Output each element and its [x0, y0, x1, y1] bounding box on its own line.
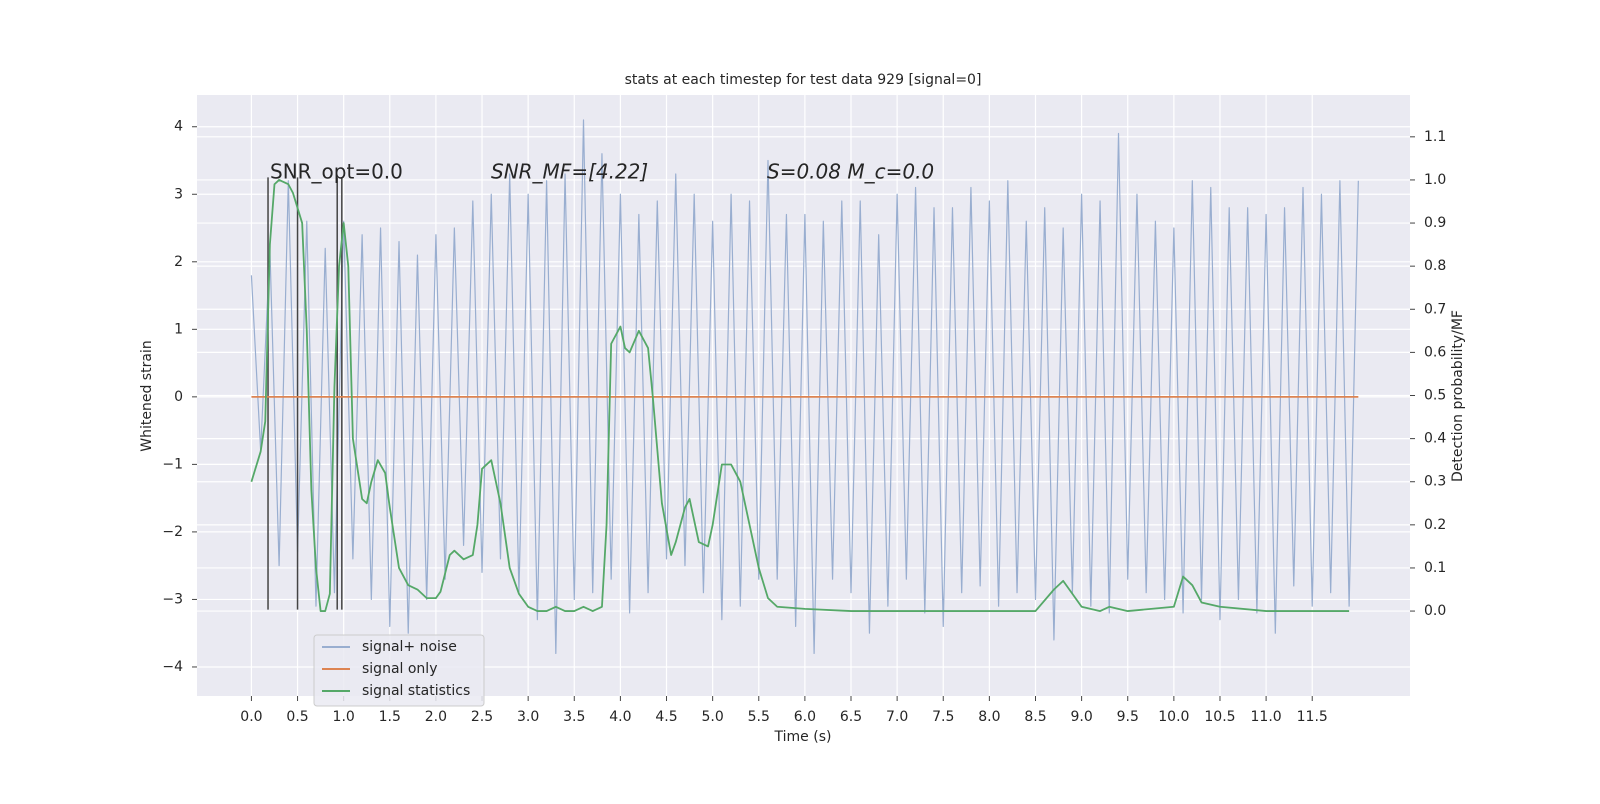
y-tick-label: 1: [174, 321, 183, 337]
y2-tick-label: 0.8: [1424, 258, 1446, 274]
y-tick-label: −4: [162, 659, 183, 675]
x-tick-label: 5.5: [748, 709, 770, 725]
x-tick-label: 3.5: [563, 709, 585, 725]
y-axis-label: Whitened strain: [139, 340, 155, 451]
x-tick-label: 10.5: [1204, 709, 1235, 725]
y2-tick-label: 0.6: [1424, 344, 1446, 360]
x-axis-label: Time (s): [774, 729, 832, 745]
annotation: S=0.08 M_c=0.0: [767, 160, 934, 184]
y2-tick-label: 1.0: [1424, 172, 1446, 188]
x-tick-label: 0.0: [240, 709, 262, 725]
x-tick-label: 4.0: [609, 709, 631, 725]
y2-tick-label: 0.1: [1424, 560, 1446, 576]
x-tick-label: 0.5: [286, 709, 308, 725]
y-tick-label: 0: [174, 389, 183, 405]
x-tick-label: 9.5: [1117, 709, 1139, 725]
y2-tick-label: 0.3: [1424, 474, 1446, 490]
y2-tick-label: 0.2: [1424, 517, 1446, 533]
y-tick-label: −1: [162, 456, 183, 472]
x-tick-label: 5.0: [702, 709, 724, 725]
legend-box: [313, 634, 485, 707]
annotation: SNR_MF=[4.22]: [491, 160, 648, 184]
legend-label: signal statistics: [362, 683, 470, 699]
x-tick-label: 10.0: [1158, 709, 1189, 725]
x-tick-label: 7.0: [886, 709, 908, 725]
legend-label: signal+ noise: [362, 639, 457, 655]
x-tick-label: 11.5: [1297, 709, 1328, 725]
x-tick-label: 9.0: [1070, 709, 1092, 725]
x-tick-label: 1.0: [333, 709, 355, 725]
x-tick-label: 3.0: [517, 709, 539, 725]
y2-tick-label: 0.0: [1424, 603, 1446, 619]
chart-title: stats at each timestep for test data 929…: [625, 72, 982, 88]
x-tick-label: 2.0: [425, 709, 447, 725]
y2-tick-label: 1.1: [1424, 129, 1446, 145]
x-tick-label: 1.5: [379, 709, 401, 725]
x-tick-label: 6.5: [840, 709, 862, 725]
x-tick-label: 2.5: [471, 709, 493, 725]
x-tick-label: 7.5: [932, 709, 954, 725]
y-tick-label: 2: [174, 254, 183, 270]
y-tick-label: −3: [162, 591, 183, 607]
x-tick-label: 6.0: [794, 709, 816, 725]
x-tick-label: 4.5: [655, 709, 677, 725]
x-tick-label: 11.0: [1251, 709, 1282, 725]
annotation: SNR_opt=0.0: [270, 160, 403, 184]
y-tick-label: 4: [174, 119, 183, 135]
legend-label: signal only: [362, 661, 437, 677]
y2-tick-label: 0.4: [1424, 431, 1446, 447]
x-tick-label: 8.0: [978, 709, 1000, 725]
y-tick-label: 3: [174, 186, 183, 202]
series-line: [250, 119, 1359, 655]
y-tick-label: −2: [162, 524, 183, 540]
y2-tick-label: 0.9: [1424, 215, 1446, 231]
y2-axis-label: Detection probability/MF: [1450, 310, 1466, 482]
x-tick-label: 8.5: [1024, 709, 1046, 725]
y2-tick-label: 0.7: [1424, 301, 1446, 317]
series-line: [250, 179, 1350, 612]
y2-tick-label: 0.5: [1424, 388, 1446, 404]
